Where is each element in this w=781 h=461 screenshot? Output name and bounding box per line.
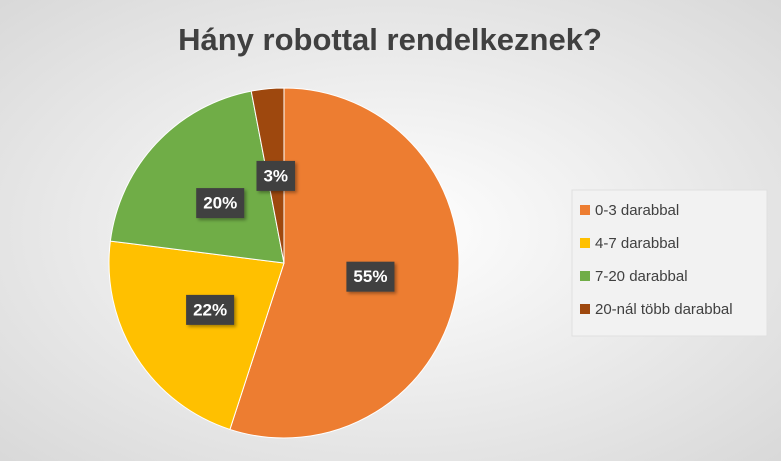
data-label-text: 3%: [263, 166, 288, 185]
legend-swatch: [580, 238, 590, 248]
data-label-box: [346, 261, 395, 292]
data-label-box: [196, 188, 245, 219]
data-label: 20%: [196, 188, 245, 219]
legend-swatch: [580, 271, 590, 281]
chart-title: Hány robottal rendelkeznek?: [178, 22, 602, 57]
data-label-box: [186, 294, 235, 325]
pie-slice: [109, 90, 285, 264]
legend-label: 20-nál több darabbal: [595, 301, 733, 318]
pie-slice: [108, 240, 285, 431]
legend-label: 4-7 darabbal: [595, 235, 679, 252]
legend-label: 7-20 darabbal: [595, 268, 688, 285]
legend: [571, 189, 768, 337]
data-label: 55%: [346, 261, 395, 292]
legend-label: 0-3 darabbal: [595, 202, 679, 219]
legend-swatch: [580, 304, 590, 314]
data-label: 3%: [256, 160, 296, 191]
data-label-text: 55%: [353, 267, 387, 286]
data-label: 22%: [186, 294, 235, 325]
data-label-box: [256, 160, 296, 191]
data-label-text: 22%: [193, 300, 227, 319]
data-label-text: 20%: [203, 194, 237, 213]
legend-swatch: [580, 205, 590, 215]
